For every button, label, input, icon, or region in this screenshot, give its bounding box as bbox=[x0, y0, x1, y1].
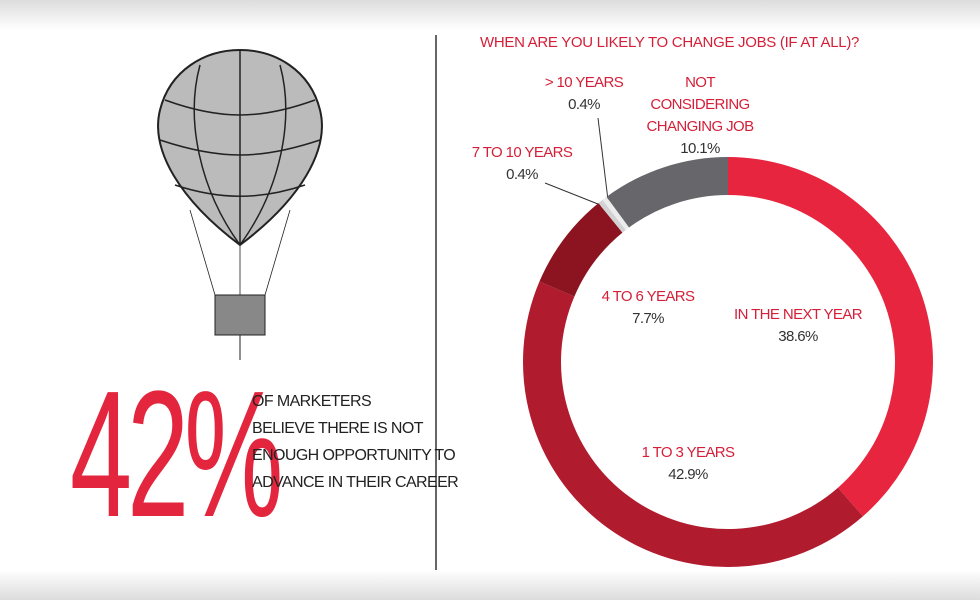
segment-name: NOT CONSIDERING CHANGING JOB bbox=[646, 74, 755, 135]
donut-segment bbox=[523, 281, 863, 567]
donut-segment bbox=[606, 157, 728, 228]
headline-line: BELIEVE THERE IS NOT bbox=[252, 420, 423, 437]
balloon-illustration bbox=[157, 48, 323, 360]
segment-label: 1 TO 3 YEARS 42.9% bbox=[642, 442, 735, 486]
donut-segment bbox=[539, 203, 623, 297]
segment-label: 7 TO 10 YEARS 0.4% bbox=[472, 142, 573, 186]
segment-value: 0.4% bbox=[568, 96, 600, 113]
headline-figure: 42% bbox=[70, 354, 283, 555]
headline-text: OF MARKETERS BELIEVE THERE IS NOT ENOUGH… bbox=[252, 388, 459, 496]
chart-title: WHEN ARE YOU LIKELY TO CHANGE JOBS (IF A… bbox=[480, 34, 860, 51]
headline-line: ADVANCE IN THEIR CAREER bbox=[252, 474, 459, 491]
segment-label: NOT CONSIDERING CHANGING JOB 10.1% bbox=[645, 72, 755, 160]
leader-line bbox=[544, 182, 604, 207]
donut-segment bbox=[598, 199, 626, 233]
segment-value: 10.1% bbox=[680, 140, 720, 157]
segment-label: IN THE NEXT YEAR 38.6% bbox=[734, 304, 863, 348]
headline-line: ENOUGH OPPORTUNITY TO bbox=[252, 447, 456, 464]
segment-value: 38.6% bbox=[778, 328, 818, 345]
segment-value: 42.9% bbox=[668, 466, 708, 483]
headline-line: OF MARKETERS bbox=[252, 393, 372, 410]
leader-line bbox=[597, 117, 609, 201]
segment-name: 7 TO 10 YEARS bbox=[471, 144, 573, 161]
donut-segment bbox=[602, 196, 630, 230]
segment-name: IN THE NEXT YEAR bbox=[734, 306, 863, 323]
segment-value: 7.7% bbox=[632, 310, 664, 327]
segment-value: 0.4% bbox=[506, 166, 538, 183]
segment-label: 4 TO 6 YEARS 7.7% bbox=[602, 286, 695, 330]
segment-name: > 10 YEARS bbox=[544, 74, 624, 91]
segment-label: > 10 YEARS 0.4% bbox=[544, 72, 624, 116]
donut-segment bbox=[728, 157, 934, 517]
segment-name: 1 TO 3 YEARS bbox=[641, 444, 735, 461]
segment-name: 4 TO 6 YEARS bbox=[601, 288, 695, 305]
